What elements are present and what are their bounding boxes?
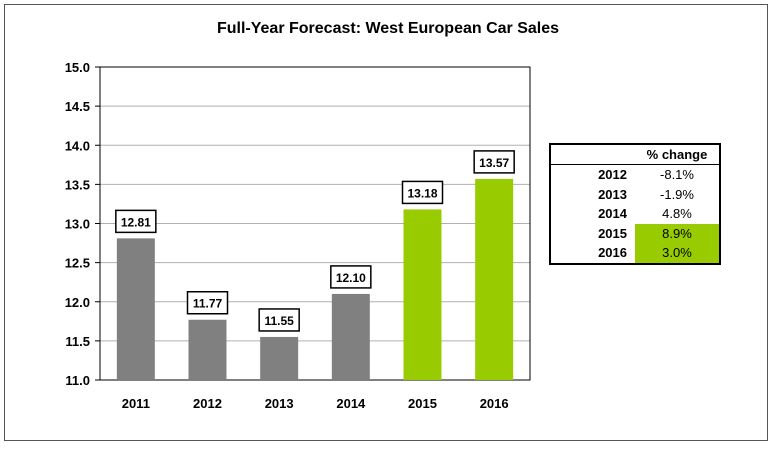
data-label: 13.18 — [407, 186, 437, 200]
percent-change-row: 2012 -8.1% — [551, 165, 719, 185]
y-tick-label: 11.5 — [65, 334, 90, 349]
x-tick-label: 2014 — [336, 396, 366, 411]
chart-title: Full-Year Forecast: West European Car Sa… — [216, 20, 560, 37]
data-label: 12.81 — [121, 215, 151, 229]
x-tick-label: 2016 — [480, 396, 509, 411]
row-percent-change: 4.8% — [662, 206, 692, 221]
row-year: 2013 — [598, 186, 627, 202]
x-tick-label: 2012 — [193, 396, 222, 411]
row-year: 2016 — [598, 245, 627, 260]
data-label-box — [401, 180, 444, 205]
row-percent-change: -8.1% — [660, 167, 694, 182]
percent-change-row: 2015 8.9% — [551, 223, 719, 243]
x-tick-label: 2011 — [122, 396, 150, 411]
data-label: 12.10 — [336, 271, 366, 285]
row-year: 2014 — [598, 206, 627, 221]
bar — [331, 293, 370, 380]
row-percent-change: 8.9% — [635, 223, 719, 243]
y-tick-label: 12.0 — [65, 295, 90, 310]
row-year: 2012 — [598, 167, 627, 182]
row-percent-change: 3.0% — [635, 243, 719, 263]
y-tick-label: 13.5 — [65, 177, 90, 192]
row-year: 2015 — [598, 225, 627, 241]
plot-area-border — [99, 66, 531, 381]
y-tick-label: 12.5 — [65, 256, 90, 271]
y-tick-label: 15.0 — [65, 60, 90, 75]
percent-change-row: 2013 -1.9% — [551, 185, 719, 205]
percent-change-table: % change 2012 -8.1% 2013 -1.9% 2014 4.8% 2015 8… — [549, 143, 721, 265]
data-label: 13.57 — [479, 156, 509, 170]
data-label-box — [258, 308, 300, 332]
data-label: 11.55 — [264, 314, 294, 328]
y-tick-label: 14.0 — [65, 138, 90, 153]
y-tick-label: 13.0 — [65, 217, 90, 232]
bar — [475, 178, 514, 380]
x-tick-label: 2015 — [408, 396, 437, 411]
data-label: 11.77 — [193, 297, 223, 311]
bar — [260, 336, 299, 380]
data-label-box — [186, 290, 229, 315]
data-label-box — [330, 265, 372, 289]
bar — [116, 238, 155, 380]
data-label-box — [115, 209, 157, 234]
percent-change-header: % change — [646, 147, 708, 162]
bar — [403, 209, 442, 380]
chart-frame — [4, 4, 768, 441]
bar — [188, 319, 227, 380]
percent-change-row: 2016 3.0% — [551, 243, 719, 263]
x-tick-label: 2013 — [265, 396, 294, 411]
percent-change-rows: 2012 -8.1% 2013 -1.9% 2014 4.8% 2015 8.9% 2016 3.… — [551, 165, 719, 263]
percent-change-row: 2014 4.8% — [551, 204, 719, 224]
y-tick-label: 14.5 — [65, 99, 90, 114]
row-percent-change: -1.9% — [660, 186, 694, 202]
data-label-box — [473, 150, 515, 174]
header-spacer — [551, 145, 635, 164]
percent-change-header-row: % change — [551, 145, 719, 165]
y-tick-label: 11.0 — [65, 373, 90, 388]
